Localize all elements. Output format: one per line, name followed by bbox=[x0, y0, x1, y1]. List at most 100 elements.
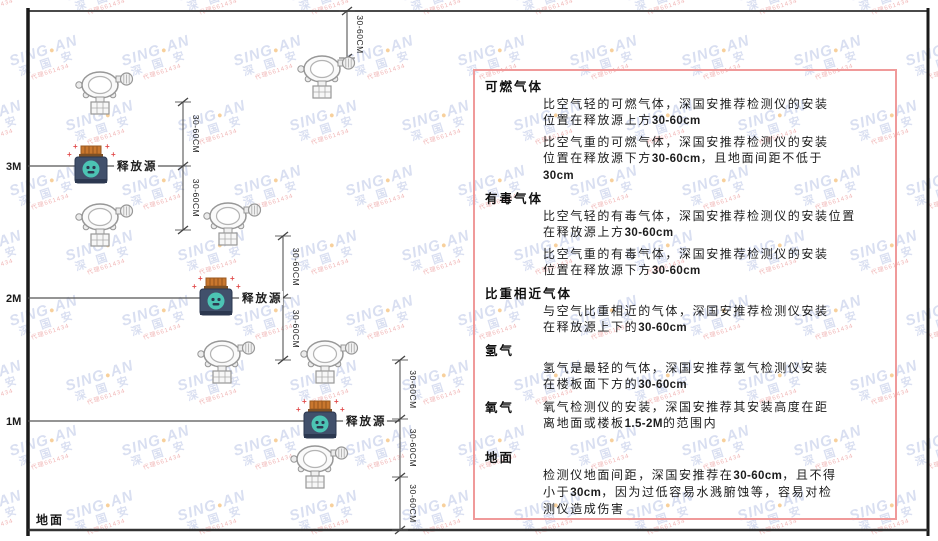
section-heading: 比重相近气体 bbox=[485, 287, 573, 301]
detector-ear bbox=[297, 65, 305, 73]
detector-junction-box bbox=[218, 232, 238, 246]
detector-neck bbox=[320, 365, 330, 372]
spark-plus-icon: + bbox=[334, 397, 339, 406]
source-cap bbox=[309, 400, 331, 410]
section-paragraph: 比空气轻的可燃气体，深国安推荐检测仪的安装 位置在释放源上方30-60cm bbox=[543, 96, 885, 129]
detector-sensor-cylinder bbox=[341, 56, 356, 70]
gas-detector-icon bbox=[75, 71, 134, 115]
detector-junction-box bbox=[312, 85, 332, 99]
gas-detector-icon bbox=[297, 55, 356, 99]
panel-section: 氧气 氧气检测仪的安装，深国安推荐其安装高度在距 离地面或楼板1.5-2M的范围内 bbox=[485, 399, 885, 437]
spark-plus-icon: + bbox=[67, 150, 72, 159]
section-heading: 有毒气体 bbox=[485, 192, 544, 206]
section-paragraph: 比空气轻的有毒气体，深国安推荐检测仪的安装位置 在释放源上方30-60cm bbox=[543, 208, 885, 241]
dimension-tick-slash bbox=[177, 97, 189, 107]
release-source-label: 释放源 bbox=[346, 414, 387, 428]
detector-sensor-cylinder bbox=[247, 203, 262, 217]
section-body: 比空气轻的有毒气体，深国安推荐检测仪的安装位置 在释放源上方30-60cm 比空气重… bbox=[485, 208, 885, 279]
source-cap-band bbox=[204, 286, 228, 289]
spark-plus-icon: + bbox=[192, 282, 197, 291]
paragraph-line: 比空气轻的可燃气体，深国安推荐检测仪的安装 bbox=[543, 97, 829, 111]
dimension-tick-slash bbox=[177, 161, 189, 171]
dimension-tick-slash bbox=[394, 472, 406, 482]
label-backplate bbox=[114, 159, 158, 173]
source-cap-band bbox=[79, 154, 103, 157]
spark-plus-icon: + bbox=[230, 274, 235, 283]
paragraph-line: 与空气比重相近的气体，深国安推荐检测仪安装 bbox=[543, 304, 829, 318]
section-body: 检测仪地面间距，深国安推荐在30-60cm，且不得 小于30cm，因为过低容易水溅… bbox=[485, 467, 885, 517]
panel-section: 地面检测仪地面间距，深国安推荐在30-60cm，且不得 小于30cm，因为过低容易… bbox=[485, 449, 885, 517]
detector-sensor-cylinder bbox=[344, 341, 359, 355]
guideline-panel: 可燃气体 比空气轻的可燃气体，深国安推荐检测仪的安装 位置在释放源上方30-60cm… bbox=[473, 69, 897, 520]
detector-ear bbox=[290, 455, 298, 463]
gas-detector-icon bbox=[300, 340, 359, 384]
panel-section: 氢气 氢气是最轻的气体，深国安推荐氢气检测仪安装 在楼板面下方的30-60cm bbox=[485, 342, 885, 393]
section-body: 比空气轻的可燃气体，深国安推荐检测仪的安装 位置在释放源上方30-60cm 比空气重… bbox=[485, 96, 885, 184]
paragraph-line: 离地面或楼板1.5-2M的范围内 bbox=[543, 416, 718, 430]
height-axis-label: 1M bbox=[6, 416, 21, 428]
dimension-value-label: 30-60CM bbox=[408, 370, 418, 408]
dimension-tick-slash bbox=[394, 525, 406, 535]
section-paragraph: 比空气重的有毒气体，深国安推荐检测仪的安装 位置在释放源下方30-60cm bbox=[543, 246, 885, 279]
section-paragraph: 与空气比重相近的气体，深国安推荐检测仪安装 在释放源上下的30-60cm bbox=[543, 303, 885, 336]
dimension-tick-slash bbox=[277, 231, 289, 241]
detector-dome-inner bbox=[302, 449, 328, 469]
source-glow-circle bbox=[207, 292, 225, 310]
detector-dome-inner bbox=[309, 59, 335, 79]
source-glow-circle bbox=[311, 415, 329, 433]
height-axis-label: 3M bbox=[6, 161, 21, 173]
paragraph-line: 比空气轻的有毒气体，深国安推荐检测仪的安装位置 bbox=[543, 209, 856, 223]
panel-section: 比重相近气体与空气比重相近的气体，深国安推荐检测仪安装 在释放源上下的30-60c… bbox=[485, 285, 885, 336]
source-face-eye bbox=[315, 420, 319, 425]
source-face-mouth bbox=[316, 426, 324, 429]
source-base bbox=[200, 311, 232, 315]
paragraph-line: 比空气重的有毒气体，深国安推荐检测仪的安装 bbox=[543, 247, 829, 261]
section-body: 氢气是最轻的气体，深国安推荐氢气检测仪安装 在楼板面下方的30-60cm bbox=[485, 360, 885, 393]
paragraph-line: 在释放源上方30-60cm bbox=[543, 225, 674, 239]
dimension-tick-slash bbox=[394, 355, 406, 365]
panel-section: 可燃气体 比空气轻的可燃气体，深国安推荐检测仪的安装 位置在释放源上方30-60cm… bbox=[485, 78, 885, 184]
detector-dome-inner bbox=[209, 344, 235, 364]
spark-plus-icon: + bbox=[296, 405, 301, 414]
dimension-value-label: 30-60CM bbox=[408, 484, 418, 522]
release-source-label: 释放源 bbox=[242, 291, 283, 305]
detector-dome-inner bbox=[87, 207, 113, 227]
panel-section: 有毒气体比空气轻的有毒气体，深国安推荐检测仪的安装位置 在释放源上方30-60cm… bbox=[485, 190, 885, 279]
detector-ear bbox=[300, 350, 308, 358]
section-heading: 地面 bbox=[485, 451, 515, 465]
section-paragraph: 氢气是最轻的气体，深国安推荐氢气检测仪安装 在楼板面下方的30-60cm bbox=[543, 360, 885, 393]
dimension-value-label: 30-60CM bbox=[191, 115, 201, 153]
release-source-label: 释放源 bbox=[117, 159, 158, 173]
section-heading: 氧气 bbox=[485, 401, 515, 415]
source-face-eye bbox=[217, 297, 221, 302]
detector-junction-box bbox=[315, 370, 335, 384]
source-face-mouth bbox=[87, 171, 95, 174]
source-face-eye bbox=[211, 297, 215, 302]
paragraph-line: 检测仪地面间距，深国安推荐在30-60cm，且不得 bbox=[543, 468, 837, 482]
paragraph-line: 位置在释放源上方30-60cm bbox=[543, 113, 701, 127]
paragraph-line: 比空气重的可燃气体，深国安推荐检测仪的安装 bbox=[543, 135, 829, 149]
gas-detector-icon bbox=[203, 202, 262, 246]
detector-junction-box bbox=[305, 475, 325, 489]
dimension-value-label: 30-60CM bbox=[291, 310, 301, 348]
source-base bbox=[304, 434, 336, 438]
spark-plus-icon: + bbox=[302, 397, 307, 406]
spark-plus-icon: + bbox=[105, 142, 110, 151]
gas-detector-icon bbox=[197, 340, 256, 384]
release-source-icon: ++ ++ bbox=[67, 142, 116, 184]
ground-label: 地面 bbox=[36, 512, 64, 527]
section-paragraph: 检测仪地面间距，深国安推荐在30-60cm，且不得 小于30cm，因为过低容易水溅… bbox=[543, 467, 885, 517]
detector-sensor-cylinder bbox=[119, 72, 134, 86]
release-source-icon: ++ ++ bbox=[192, 274, 241, 316]
release-source-icon: ++ ++ bbox=[296, 397, 345, 439]
paragraph-line: 30cm bbox=[543, 170, 575, 182]
source-cap-band bbox=[308, 409, 332, 412]
source-base bbox=[75, 179, 107, 183]
detector-sensor-cylinder bbox=[334, 446, 349, 460]
detector-ear bbox=[197, 350, 205, 358]
dimension-value-label: 30-60CM bbox=[191, 179, 201, 217]
detector-ear bbox=[203, 212, 211, 220]
source-face-eye bbox=[92, 165, 96, 170]
paragraph-line: 氢气是最轻的气体，深国安推荐氢气检测仪安装 bbox=[543, 361, 829, 375]
